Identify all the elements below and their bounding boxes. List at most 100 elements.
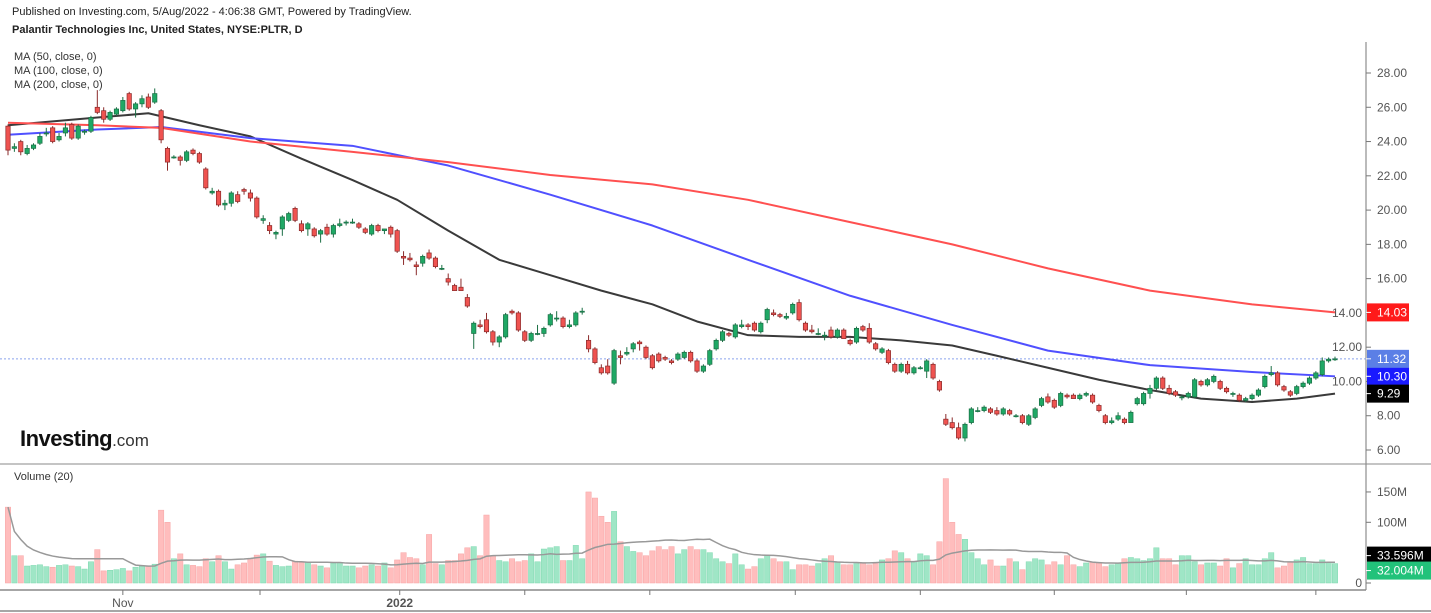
volume-bar [1006, 558, 1013, 584]
candle [777, 312, 783, 319]
candle [1160, 376, 1166, 391]
candle [1332, 356, 1338, 361]
candle-body [1224, 387, 1230, 393]
candle [1026, 414, 1032, 427]
candle [145, 93, 151, 109]
volume-bar [1274, 567, 1281, 584]
candle-body [1306, 377, 1313, 384]
volume-bar [1249, 564, 1256, 584]
volume-bar [1185, 555, 1192, 584]
legend-ma-50[interactable]: MA (50, close, 0) [14, 51, 97, 63]
ma-100-line [7, 125, 1336, 378]
candle [1070, 393, 1076, 399]
candle-body [107, 112, 113, 120]
candle [822, 331, 828, 341]
candle [624, 347, 630, 356]
candle [1275, 371, 1281, 387]
candle [298, 220, 305, 233]
candle-body [777, 314, 783, 317]
volume-bar [789, 569, 796, 584]
candle-body [120, 100, 126, 112]
candle-body [719, 331, 726, 341]
candle-body [1319, 360, 1325, 375]
candle-body [432, 257, 438, 267]
candle-body [554, 317, 560, 320]
volume-bar [311, 564, 318, 584]
candle-body [426, 252, 432, 259]
candle [483, 312, 490, 334]
candle-body [866, 327, 872, 343]
candle-body [796, 302, 802, 321]
legend-volume[interactable]: Volume (20) [14, 471, 74, 483]
candle-body [152, 93, 158, 103]
candle-body [732, 324, 738, 338]
candle-body [688, 351, 694, 362]
candle [190, 148, 196, 156]
candle-body [260, 218, 266, 221]
candle-body [222, 202, 228, 206]
candle-body [1230, 393, 1236, 395]
volume-bar [292, 560, 299, 584]
volume-bar [221, 561, 228, 584]
volume-bar [432, 563, 439, 584]
candle-body [209, 190, 215, 194]
logo-main: Investing [20, 426, 113, 451]
volume-bar [330, 562, 337, 584]
candle-body [5, 125, 11, 151]
candle-body [126, 93, 132, 110]
candle [164, 146, 171, 171]
candle [1236, 393, 1242, 403]
candle-body [401, 256, 407, 259]
candle-body [37, 136, 43, 144]
candle-body [694, 360, 700, 372]
candle-body [675, 353, 681, 360]
candle-body [318, 230, 324, 235]
candle-body [751, 322, 757, 331]
candle [885, 348, 891, 365]
candle [936, 379, 942, 392]
candle [305, 222, 311, 236]
legend-ma-100[interactable]: MA (100, close, 0) [14, 65, 103, 77]
candle [369, 223, 375, 236]
investing-logo: Investing.com [20, 426, 149, 452]
volume-bar [828, 555, 834, 584]
candle-body [1128, 411, 1134, 423]
candle [975, 407, 981, 413]
candle [1268, 366, 1274, 377]
candle-body [560, 317, 566, 327]
volume-bar [496, 560, 503, 584]
candle-body [375, 225, 381, 232]
candle-body [337, 223, 343, 226]
candle [541, 326, 547, 337]
volume-bar [757, 558, 764, 584]
volume-bar [400, 552, 407, 584]
candle [177, 155, 183, 166]
candle-body [662, 357, 668, 360]
candle-body [1275, 372, 1281, 386]
volume-bar [183, 564, 190, 584]
candle [586, 335, 592, 353]
candle [605, 359, 611, 375]
candle [566, 319, 572, 329]
volume-bar [885, 558, 892, 584]
candle [1249, 393, 1255, 401]
candle-body [924, 360, 930, 372]
volume-bar [1166, 558, 1173, 584]
candle-body [987, 408, 994, 413]
candle-body [11, 146, 17, 149]
legend-ma-200[interactable]: MA (200, close, 0) [14, 79, 103, 91]
price-tick-label: 14.00 [1332, 306, 1362, 320]
candle [764, 307, 770, 324]
candle-body [1102, 415, 1108, 423]
candle [458, 278, 464, 291]
candle-body [962, 423, 968, 439]
candle-body [30, 144, 37, 149]
candle [37, 132, 43, 145]
candle [279, 215, 285, 236]
candle [388, 225, 394, 238]
candle [732, 323, 738, 339]
candle-body [43, 132, 49, 135]
candle [1224, 386, 1230, 394]
candle [1294, 384, 1300, 396]
